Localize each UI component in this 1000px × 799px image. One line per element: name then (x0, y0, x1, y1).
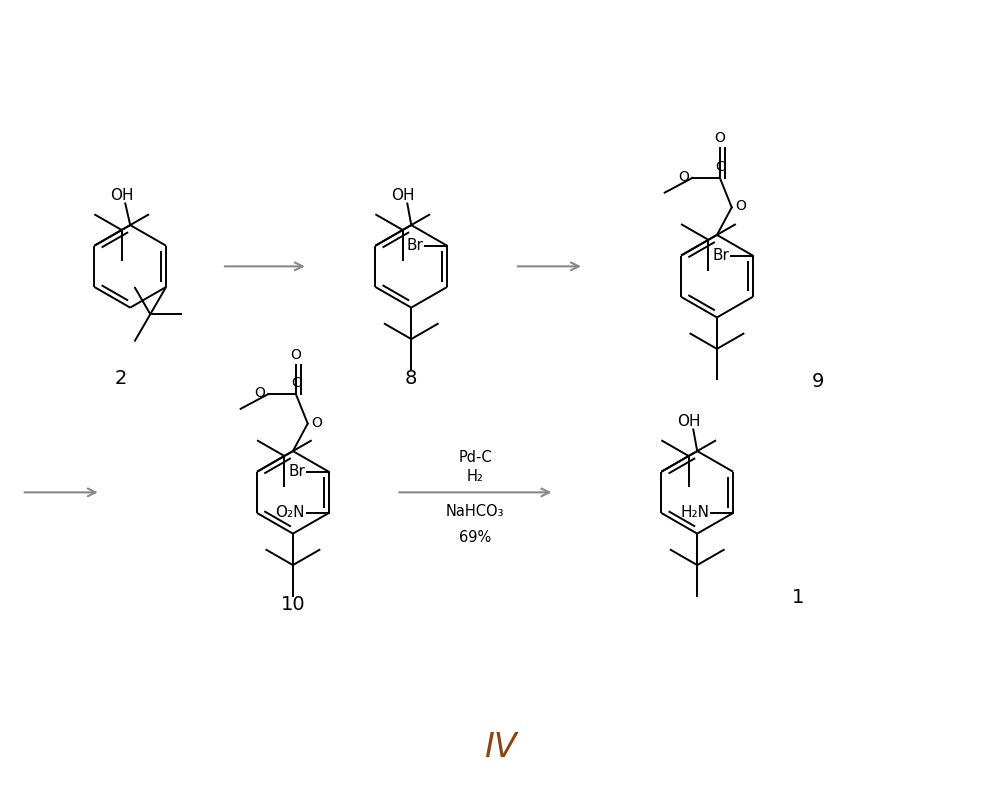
Text: O: O (290, 348, 301, 362)
Text: H₂: H₂ (467, 470, 484, 484)
Text: 10: 10 (281, 595, 305, 614)
Text: 69%: 69% (459, 530, 491, 545)
Text: OH: OH (111, 189, 134, 204)
Text: IV: IV (484, 731, 516, 765)
Text: Br: Br (288, 464, 305, 479)
Text: 1: 1 (792, 588, 804, 607)
Text: H₂N: H₂N (680, 506, 709, 520)
Text: O: O (714, 132, 725, 145)
Text: Pd-C: Pd-C (459, 450, 492, 465)
Text: OH: OH (678, 415, 701, 430)
Text: OH: OH (392, 189, 415, 204)
Text: O: O (736, 200, 747, 213)
Text: Br: Br (407, 238, 423, 253)
Text: C: C (715, 160, 725, 174)
Text: C: C (291, 376, 301, 390)
Text: 9: 9 (811, 372, 824, 391)
Text: Br: Br (712, 248, 729, 263)
Text: O: O (678, 170, 689, 184)
Text: O₂N: O₂N (276, 506, 305, 520)
Text: 8: 8 (405, 369, 417, 388)
Text: 2: 2 (114, 369, 127, 388)
Text: NaHCO₃: NaHCO₃ (446, 504, 505, 519)
Text: O: O (312, 415, 323, 430)
Text: O: O (254, 386, 265, 400)
